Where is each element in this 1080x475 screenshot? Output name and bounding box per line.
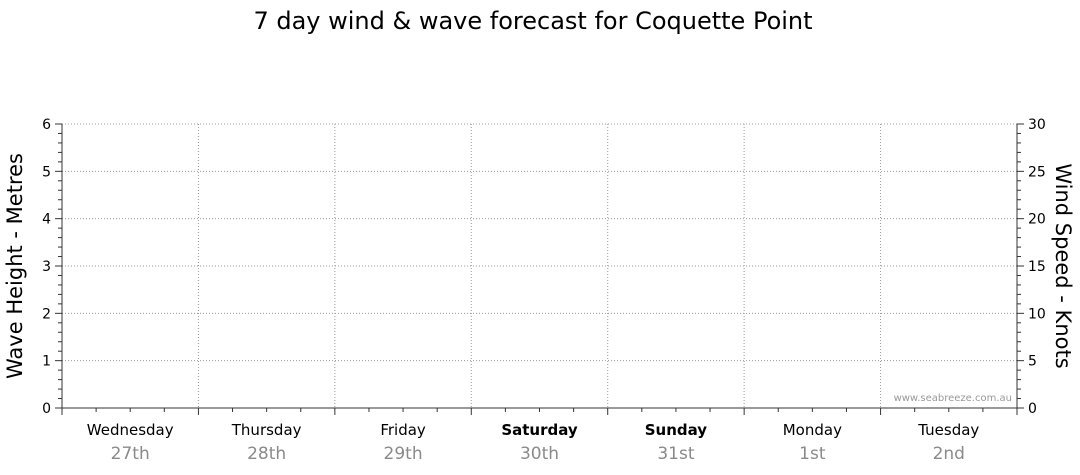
day-date-label: 1st: [799, 444, 826, 464]
left-tick-label: 6: [42, 117, 51, 133]
day-date-label: 31st: [657, 444, 694, 464]
day-name-label: Saturday: [501, 421, 578, 439]
right-tick-label: 0: [1028, 401, 1037, 417]
day-date-label: 29th: [384, 444, 423, 464]
chart-title: 7 day wind & wave forecast for Coquette …: [253, 7, 812, 35]
left-tick-label: 0: [42, 401, 51, 417]
right-tick-label: 20: [1028, 212, 1046, 228]
day-name-label: Friday: [380, 421, 426, 439]
left-tick-label: 1: [42, 354, 51, 370]
day-date-label: 30th: [520, 444, 559, 464]
day-name-label: Monday: [783, 421, 842, 439]
left-tick-label: 5: [42, 164, 51, 180]
day-name-label: Wednesday: [87, 421, 174, 439]
right-tick-label: 30: [1028, 117, 1046, 133]
day-name-label: Tuesday: [917, 421, 979, 439]
day-name-label: Thursday: [231, 421, 302, 439]
left-tick-label: 4: [42, 212, 51, 228]
right-tick-label: 25: [1028, 164, 1046, 180]
watermark: www.seabreeze.com.au: [894, 393, 1012, 404]
left-tick-label: 3: [42, 259, 51, 275]
left-tick-label: 2: [42, 306, 51, 322]
day-date-label: 28th: [247, 444, 286, 464]
day-name-label: Sunday: [645, 421, 708, 439]
day-date-label: 27th: [111, 444, 150, 464]
right-tick-label: 5: [1028, 354, 1037, 370]
day-date-label: 2nd: [933, 444, 965, 464]
right-axis-label: Wind Speed - Knots: [1051, 163, 1075, 368]
left-axis-label: Wave Height - Metres: [3, 153, 27, 379]
plot-area: 0 1 2 3 4 5 6 0 5 10 15 20 25 30 Wednesday 27th Thursday…: [42, 117, 1046, 464]
right-tick-label: 10: [1028, 306, 1046, 322]
right-tick-label: 15: [1028, 259, 1046, 275]
